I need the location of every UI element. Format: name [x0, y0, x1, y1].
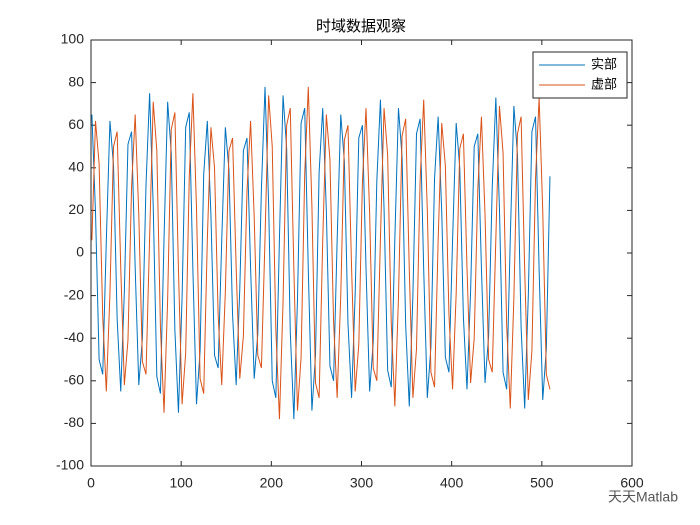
y-tick-label: -20	[64, 286, 84, 302]
legend-label: 虚部	[591, 76, 617, 91]
x-tick-label: 100	[169, 475, 193, 491]
y-tick-label: -100	[56, 457, 84, 473]
series-line	[91, 86, 551, 420]
plot-area	[90, 39, 633, 467]
x-tick-label: 500	[530, 475, 554, 491]
chart-title: 时域数据观察	[316, 17, 406, 35]
x-tick-label: 0	[87, 475, 95, 491]
series-line	[91, 86, 551, 420]
y-tick-label: 0	[76, 244, 84, 260]
x-tick-label: 600	[620, 475, 644, 491]
x-tick-label: 400	[440, 475, 464, 491]
x-tick-label: 200	[260, 475, 284, 491]
y-tick-label: 100	[61, 31, 85, 47]
legend-label: 实部	[591, 56, 617, 71]
y-tick-label: -60	[64, 372, 84, 388]
watermark: 天天Matlab	[608, 489, 678, 505]
y-tick-label: 40	[68, 159, 84, 175]
y-tick-label: 20	[68, 201, 84, 217]
legend-box	[532, 51, 628, 99]
y-tick-label: -80	[64, 414, 84, 430]
y-tick-label: 80	[68, 73, 84, 89]
y-tick-label: -40	[64, 329, 84, 345]
x-tick-label: 300	[350, 475, 374, 491]
y-tick-label: 60	[68, 116, 84, 132]
